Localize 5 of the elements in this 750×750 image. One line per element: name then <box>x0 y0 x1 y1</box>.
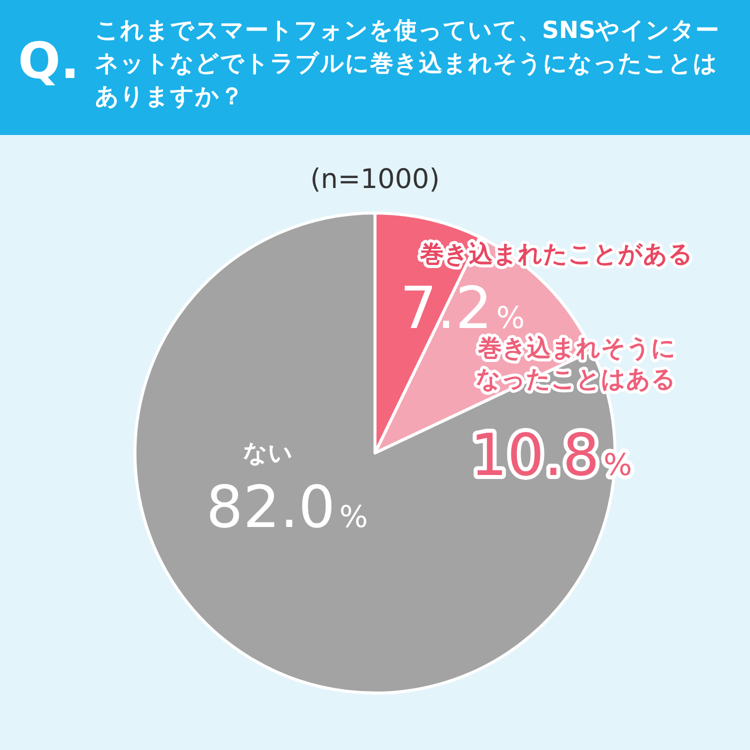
data-label: 82.0% <box>206 473 368 541</box>
chart-subtitle: (n=1000) <box>309 164 441 195</box>
text: Q. <box>18 32 80 90</box>
chart-title: これまでスマートフォンを使っていて、SNSやインターネットなどでトラブルに巻き込まれそうになったことはありますか？ <box>95 15 721 112</box>
slice-label: ない <box>243 439 293 467</box>
